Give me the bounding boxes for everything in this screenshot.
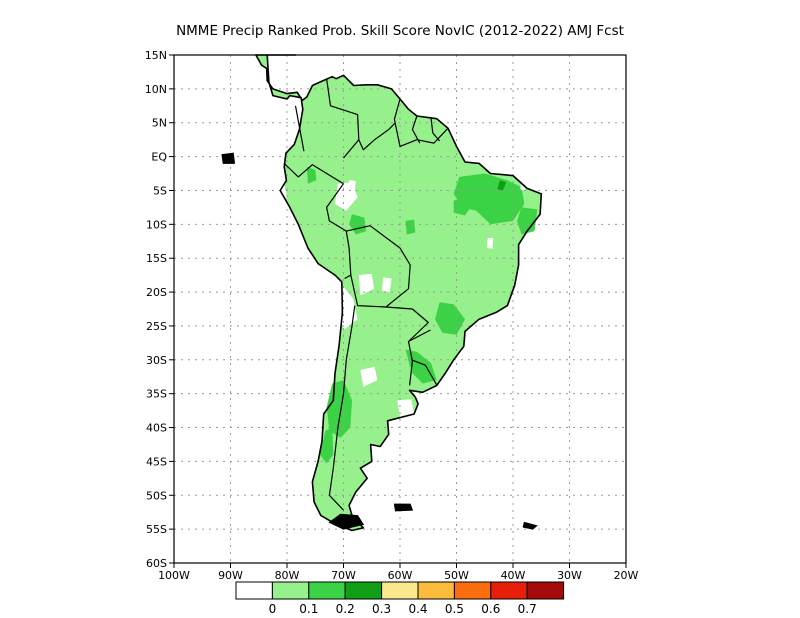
country-border [358,122,396,151]
colorbar-label: 0.5 [445,602,464,616]
colorbar-swatch [417,581,455,600]
colorbar-label: 0.7 [518,602,537,616]
colorbar: 0 0.1 0.2 0.3 0.4 0.5 0.6 0.7 [235,581,565,616]
country-border [385,306,431,343]
coastlines [221,54,543,532]
no-skill-patch [487,237,494,249]
lat-tick-label: 40S [146,422,167,435]
colorbar-swatch [453,581,492,600]
colorbar-swatch [490,581,528,600]
lat-tick-label: 15N [145,49,167,62]
lat-tick-label: 35S [146,388,167,401]
no-skill-patch [397,399,415,418]
gridlines [174,55,626,563]
lon-tick-label: 60W [388,569,413,582]
latitude-ticks: 15N 10N 5N EQ 5S 10S 15S 20S 25S 30S 35S 40S 45S 50S 5… [145,49,174,570]
skill-patch-01-02 [306,166,317,184]
country-border [411,359,438,386]
lat-tick-label: 45S [146,455,167,468]
no-skill-patch [358,273,374,296]
colorbar-label: 0.2 [336,602,355,616]
country-border [393,98,449,147]
colorbar-swatch [308,581,346,600]
skill-patch-02-03 [497,180,507,191]
lat-tick-label: 5S [153,184,167,197]
lon-tick-label: 70W [331,569,356,582]
map-title: NMME Precip Ranked Prob. Skill Score Nov… [176,23,624,39]
longitude-ticks: 100W 90W 80W 70W 60W 50W 40W 30W 20W [158,563,639,582]
skill-patch-01-02 [405,349,437,384]
lon-tick-label: 50W [444,569,469,582]
colorbar-label: 0.6 [481,602,500,616]
colorbar-label: 0.4 [408,602,427,616]
lon-tick-label: 20W [614,569,639,582]
colorbar-swatch [344,581,383,600]
lon-tick-label: 90W [218,569,243,582]
country-border [407,341,413,386]
no-skill-patch [348,180,356,191]
lon-tick-label: 80W [275,569,300,582]
island [522,521,538,530]
colorbar-swatch [526,581,565,600]
island [221,152,236,164]
lat-tick-label: 10S [146,218,167,231]
lon-tick-label: 100W [158,569,190,582]
lat-tick-label: 25S [146,320,167,333]
lat-tick-label: 60S [146,557,167,570]
country-border [430,118,441,142]
skill-patch-01-02 [453,197,471,216]
country-border [411,115,421,144]
skill-patch-01-02 [435,302,465,335]
lat-tick-label: 15S [146,252,167,265]
map-panel [173,54,627,564]
colorbar-swatch [271,581,310,600]
country-border [346,225,411,308]
skill-patch-01-02 [517,207,538,235]
country-border [283,162,344,185]
lat-tick-label: 55S [146,523,167,536]
no-skill-patch [381,277,392,293]
skill-patch-01-02 [453,173,525,225]
lat-tick-label: 10N [145,83,167,96]
lon-tick-label: 40W [501,569,526,582]
skill-patch-01-02 [405,219,416,235]
colorbar-swatch [381,581,419,600]
continent-coastline [255,54,543,532]
lat-tick-label: EQ [151,151,167,164]
no-skill-patch [335,286,358,330]
lat-tick-label: 5N [152,117,167,130]
island [328,513,365,530]
skill-patch-01-02 [319,427,334,464]
country-border [328,305,356,511]
lat-tick-label: 20S [146,286,167,299]
no-skill-patch [360,366,378,387]
lat-tick-label: 50S [146,489,167,502]
country-border [326,78,360,159]
colorbar-label: 0 [269,602,277,616]
colorbar-label: 0.3 [372,602,391,616]
island [393,503,414,512]
colorbar-swatch [235,581,273,600]
lon-tick-label: 30W [557,569,582,582]
colorbar-label: 0.1 [299,602,318,616]
lat-tick-label: 30S [146,354,167,367]
country-border [294,105,305,152]
